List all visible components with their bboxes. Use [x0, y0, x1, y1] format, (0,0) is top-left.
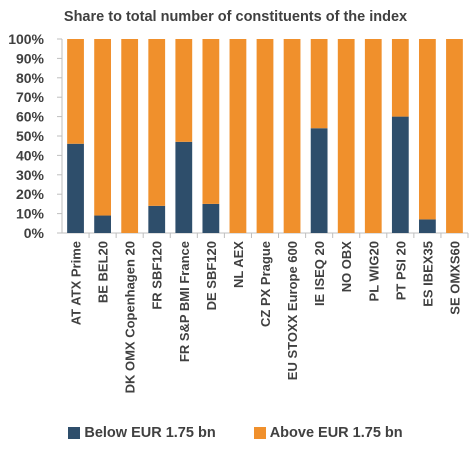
legend-swatch-above: [253, 427, 266, 439]
y-tick-label: 70%: [16, 89, 45, 105]
x-tick-label: BE BEL20: [96, 241, 111, 303]
x-tick-label: AT ATX Prime: [69, 241, 84, 325]
bar-below: [67, 143, 84, 233]
bar-below: [148, 205, 166, 233]
bar-above: [121, 39, 139, 233]
x-tick-label: CZ PX Prague: [258, 241, 273, 327]
legend-label-above: Above EUR 1.75 bn: [269, 425, 403, 441]
y-tick-label: 60%: [16, 109, 45, 125]
x-tick-label: IE ISEQ 20: [312, 241, 327, 306]
y-tick-label: 40%: [16, 147, 45, 163]
bar-above: [337, 39, 355, 233]
bar-above: [310, 39, 328, 129]
x-tick-label: FR SBF120: [150, 241, 165, 310]
x-tick-label: NO OBX: [339, 241, 354, 293]
x-tick-label: NL AEX: [231, 241, 246, 288]
x-tick-label: DE SBF120: [204, 241, 219, 310]
legend: Below EUR 1.75 bn Above EUR 1.75 bn: [0, 425, 471, 441]
legend-label-below: Below EUR 1.75 bn: [84, 425, 216, 441]
bar-above: [283, 39, 301, 233]
y-tick-label: 90%: [16, 50, 45, 66]
bar-above: [256, 39, 274, 233]
bar-below: [94, 215, 111, 233]
bar-above: [419, 39, 436, 220]
y-tick-label: 20%: [16, 186, 45, 202]
bar-below: [202, 203, 220, 233]
bar-above: [202, 39, 220, 204]
bar-above: [94, 39, 111, 216]
bar-above: [67, 39, 84, 144]
y-tick-label: 50%: [16, 128, 45, 144]
x-tick-label: ES IBEX35: [420, 241, 435, 307]
y-tick-label: 100%: [8, 31, 44, 47]
y-tick-label: 10%: [16, 206, 45, 222]
y-tick-label: 80%: [16, 70, 45, 86]
chart-title: Share to total number of constituents of…: [63, 9, 408, 25]
bar-above: [391, 39, 409, 117]
bar-above: [148, 39, 166, 206]
bar-above: [364, 39, 382, 233]
x-tick-label: PT PSI 20: [393, 241, 408, 300]
x-tick-label: DK OMX Copenhagen 20: [123, 241, 138, 393]
y-tick-label: 30%: [16, 167, 45, 183]
bar-above: [229, 39, 247, 233]
x-tick-label: SE OMXS60: [447, 241, 462, 315]
legend-item-above: Above EUR 1.75 bn: [253, 425, 403, 441]
bar-below: [391, 116, 409, 233]
x-tick-label: EU STOXX Europe 600: [285, 241, 300, 380]
bar-below: [175, 141, 193, 233]
bar-below: [310, 128, 328, 233]
x-tick-label: FR S&P BMI France: [177, 241, 192, 362]
bar-below: [419, 219, 436, 233]
x-tick-label: PL WIG20: [366, 241, 381, 301]
bar-above: [446, 39, 463, 233]
y-tick-label: 0%: [24, 225, 45, 241]
legend-item-below: Below EUR 1.75 bn: [68, 425, 216, 441]
legend-swatch-below: [68, 427, 81, 439]
bar-above: [175, 39, 193, 142]
